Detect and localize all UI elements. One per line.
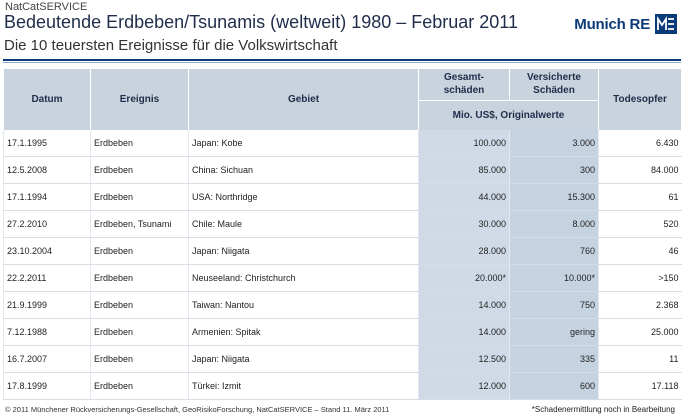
cell-gebiet: Chile: Maule <box>188 210 419 238</box>
header-rule-thin <box>3 62 681 63</box>
cell-gebiet: Japan: Niigata <box>188 345 419 373</box>
cell-todesopfer: 11 <box>598 345 682 373</box>
col-header-gebiet: Gebiet <box>188 69 419 130</box>
cell-gebiet: Neuseeland: Christchurch <box>188 264 419 292</box>
cell-ereignis: Erdbeben <box>90 318 189 346</box>
table-row: 17.8.1999 Erdbeben Türkei: Izmit 12.000 600 1… <box>3 372 682 400</box>
cell-gebiet: Taiwan: Nantou <box>188 291 419 319</box>
table-row: 12.5.2008 Erdbeben China: Sichuan 85.000 300… <box>3 156 682 184</box>
cell-gebiet: Armenien: Spitak <box>188 318 419 346</box>
cell-todesopfer: 46 <box>598 237 682 265</box>
cell-versicherte-schaeden: 335 <box>509 345 599 373</box>
col-header-ereignis: Ereignis <box>90 69 189 130</box>
munich-re-logo: Munich RE <box>574 13 678 35</box>
earthquake-table: Datum Ereignis Gebiet Gesamt- schäden Ve… <box>3 69 682 400</box>
cell-datum: 16.7.2007 <box>3 345 91 373</box>
cell-gesamtschaeden: 12.000 <box>418 372 510 400</box>
col-header-datum: Datum <box>3 69 91 130</box>
cell-gesamtschaeden: 14.000 <box>418 318 510 346</box>
table-body: 17.1.1995 Erdbeben Japan: Kobe 100.000 3.000… <box>3 130 682 400</box>
cell-versicherte-schaeden: 15.300 <box>509 183 599 211</box>
supertitle: NatCatSERVICE <box>5 1 88 13</box>
cell-ereignis: Erdbeben <box>90 183 189 211</box>
cell-gesamtschaeden: 12.500 <box>418 345 510 373</box>
cell-gebiet: Türkei: Izmit <box>188 372 419 400</box>
cell-todesopfer: 6.430 <box>598 130 682 157</box>
cell-versicherte-schaeden: 600 <box>509 372 599 400</box>
cell-todesopfer: >150 <box>598 264 682 292</box>
cell-versicherte-schaeden: gering <box>509 318 599 346</box>
cell-ereignis: Erdbeben <box>90 237 189 265</box>
cell-todesopfer: 17.118 <box>598 372 682 400</box>
cell-gesamtschaeden: 44.000 <box>418 183 510 211</box>
col-header-gesamtschaeden: Gesamt- schäden <box>418 69 510 100</box>
cell-gesamtschaeden: 85.000 <box>418 156 510 184</box>
cell-todesopfer: 2.368 <box>598 291 682 319</box>
table-row: 17.1.1994 Erdbeben USA: Northridge 44.000 15… <box>3 183 682 211</box>
cell-ereignis: Erdbeben <box>90 130 189 157</box>
cell-versicherte-schaeden: 750 <box>509 291 599 319</box>
cell-ereignis: Erdbeben <box>90 345 189 373</box>
table-row: 17.1.1995 Erdbeben Japan: Kobe 100.000 3.000… <box>3 130 682 157</box>
cell-todesopfer: 84.000 <box>598 156 682 184</box>
table-row: 7.12.1988 Erdbeben Armenien: Spitak 14.000 g… <box>3 318 682 346</box>
cell-todesopfer: 61 <box>598 183 682 211</box>
logo-text: Munich RE <box>574 15 650 33</box>
cell-versicherte-schaeden: 8.000 <box>509 210 599 238</box>
cell-datum: 21.9.1999 <box>3 291 91 319</box>
cell-ereignis: Erdbeben, Tsunami <box>90 210 189 238</box>
cell-gesamtschaeden: 20.000* <box>418 264 510 292</box>
col-header-todesopfer: Todesopfer <box>598 69 682 130</box>
cell-versicherte-schaeden: 760 <box>509 237 599 265</box>
col-header-versicherte-schaeden: Versicherte Schäden <box>509 69 599 100</box>
header-rule <box>3 59 681 61</box>
cell-datum: 22.2.2011 <box>3 264 91 292</box>
cell-todesopfer: 25.000 <box>598 318 682 346</box>
cell-datum: 23.10.2004 <box>3 237 91 265</box>
cell-versicherte-schaeden: 10.000* <box>509 264 599 292</box>
cell-datum: 17.1.1995 <box>3 130 91 157</box>
cell-datum: 17.1.1994 <box>3 183 91 211</box>
cell-gesamtschaeden: 100.000 <box>418 130 510 157</box>
cell-gebiet: USA: Northridge <box>188 183 419 211</box>
cell-ereignis: Erdbeben <box>90 372 189 400</box>
cell-ereignis: Erdbeben <box>90 264 189 292</box>
unit-header: Mio. US$, Originalwerte <box>418 99 599 130</box>
copyright-footer: © 2011 Münchener Rückversicherungs-Gesel… <box>5 405 390 414</box>
page-subtitle: Die 10 teuersten Ereignisse für die Volk… <box>4 37 338 54</box>
cell-gesamtschaeden: 28.000 <box>418 237 510 265</box>
page-title: Bedeutende Erdbeben/Tsunamis (weltweit) … <box>4 12 518 32</box>
munich-re-mark-icon <box>655 14 677 34</box>
table-row: 23.10.2004 Erdbeben Japan: Niigata 28.000 76… <box>3 237 682 265</box>
cell-gesamtschaeden: 30.000 <box>418 210 510 238</box>
cell-gebiet: Japan: Niigata <box>188 237 419 265</box>
cell-gebiet: China: Sichuan <box>188 156 419 184</box>
table-row: 21.9.1999 Erdbeben Taiwan: Nantou 14.000 750… <box>3 291 682 319</box>
cell-versicherte-schaeden: 300 <box>509 156 599 184</box>
cell-ereignis: Erdbeben <box>90 291 189 319</box>
cell-gesamtschaeden: 14.000 <box>418 291 510 319</box>
cell-todesopfer: 520 <box>598 210 682 238</box>
cell-versicherte-schaeden: 3.000 <box>509 130 599 157</box>
footnote: *Schadenermittlung noch in Bearbeitung <box>531 405 675 414</box>
cell-datum: 7.12.1988 <box>3 318 91 346</box>
cell-ereignis: Erdbeben <box>90 156 189 184</box>
cell-datum: 17.8.1999 <box>3 372 91 400</box>
table-row: 16.7.2007 Erdbeben Japan: Niigata 12.500 335… <box>3 345 682 373</box>
cell-datum: 27.2.2010 <box>3 210 91 238</box>
cell-datum: 12.5.2008 <box>3 156 91 184</box>
table-row: 22.2.2011 Erdbeben Neuseeland: Christchurc… <box>3 264 682 292</box>
cell-gebiet: Japan: Kobe <box>188 130 419 157</box>
table-row: 27.2.2010 Erdbeben, Tsunami Chile: Maule 30… <box>3 210 682 238</box>
